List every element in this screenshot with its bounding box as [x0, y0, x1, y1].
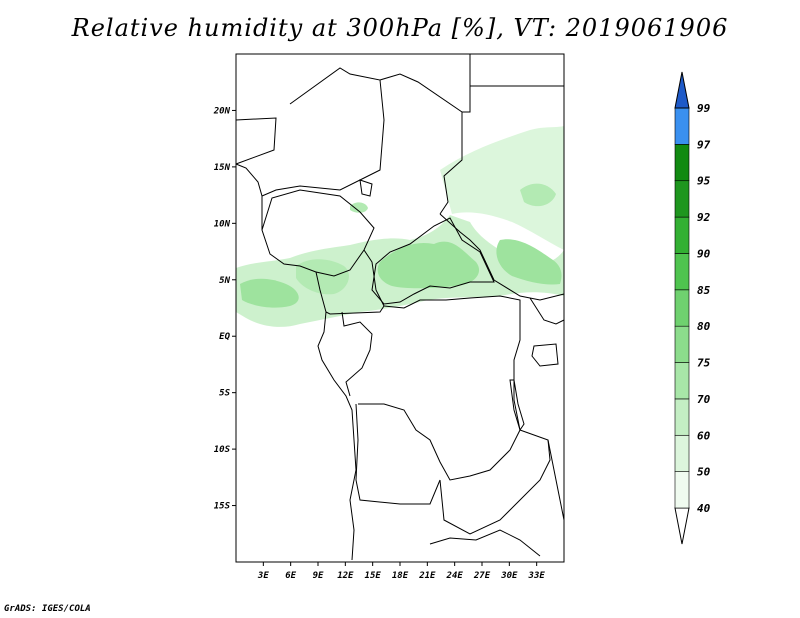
- colorbar-swatch: [674, 107, 690, 145]
- colorbar-swatch: [674, 471, 690, 509]
- humidity-area-sahel-upper: [440, 126, 564, 250]
- colorbar-label: 75: [697, 357, 711, 370]
- border-sahara-2: [261, 67, 385, 197]
- lat-tick-label: 10N: [214, 219, 231, 229]
- lat-tick-label: EQ: [219, 332, 230, 342]
- colorbar-upper-triangle: [674, 71, 690, 109]
- lat-axis: 20N 15N 10N 5N EQ 5S 10S 15S: [213, 106, 236, 512]
- colorbar-lower-triangle: [674, 507, 690, 545]
- humidity-shading: [236, 126, 564, 327]
- colorbar-swatch: [674, 325, 690, 363]
- lake-tanganyika: [509, 379, 525, 432]
- colorbar-swatch: [674, 180, 690, 218]
- boundaries: [235, 54, 565, 561]
- lat-tick-label: 10S: [214, 445, 231, 455]
- map-panel: 3E 6E 9E 12E 15E 18E 21E 24E 27E 30E 33E 20N 15N 10N…: [213, 53, 565, 581]
- border-nigeria: [261, 189, 375, 277]
- lon-tick-label: 9E: [313, 571, 324, 581]
- border-chad-east: [439, 213, 565, 301]
- colorbar-swatch: [674, 253, 690, 291]
- colorbar-swatch: [674, 216, 690, 254]
- border-south: [429, 529, 541, 557]
- border-car: [371, 217, 495, 305]
- lon-tick-label: 12E: [337, 571, 354, 581]
- border-egypt-north: [462, 54, 471, 113]
- lon-tick-label: 3E: [257, 571, 269, 581]
- lon-tick-label: 6E: [285, 571, 296, 581]
- lon-tick-label: 15E: [365, 571, 382, 581]
- lat-tick-label: 20N: [213, 106, 231, 116]
- colorbar-label: 40: [697, 502, 711, 515]
- colorbar-label: 92: [697, 211, 711, 224]
- humidity-area-blob-east-upper: [520, 183, 556, 207]
- colorbar-swatch: [674, 289, 690, 327]
- lon-axis: 3E 6E 9E 12E 15E 18E 21E 24E 27E 30E 33E: [257, 562, 545, 581]
- lat-tick-label: 15N: [214, 163, 231, 173]
- humidity-area-core-central: [377, 241, 480, 289]
- border-zambia: [439, 429, 551, 535]
- lake-chad: [359, 179, 373, 197]
- border-east-1: [529, 297, 565, 325]
- border-sahara-1: [235, 117, 277, 165]
- humidity-area-core-coast: [240, 278, 299, 308]
- colorbar-label: 97: [697, 138, 711, 151]
- humidity-area-core-east: [496, 239, 562, 285]
- colorbar-label: 85: [697, 284, 711, 297]
- colorbar-label: 90: [697, 247, 711, 260]
- colorbar-swatch: [674, 434, 690, 472]
- lon-tick-label: 18E: [392, 571, 409, 581]
- lake-victoria: [531, 343, 559, 367]
- colorbar: 40 50 60 70 75 80 85 90 92 95 97 99: [674, 71, 711, 545]
- border-angola: [355, 403, 441, 505]
- colorbar-label: 60: [697, 429, 711, 442]
- lon-tick-label: 27E: [473, 571, 491, 581]
- coastline-west: [235, 163, 357, 561]
- colorbar-label: 80: [697, 320, 711, 333]
- map-title: Relative humidity at 300hPa [%], VT: 201…: [71, 14, 729, 42]
- colorbar-swatch: [674, 144, 690, 182]
- border-libya-egypt: [379, 73, 463, 215]
- colorbar-swatch: [674, 362, 690, 400]
- colorbar-label: 70: [697, 393, 711, 406]
- colorbar-label: 50: [697, 466, 711, 479]
- lon-tick-label: 33E: [528, 571, 546, 581]
- border-east-2: [547, 439, 565, 521]
- lon-tick-label: 24E: [446, 571, 464, 581]
- credit-label: GrADS: IGES/COLA: [4, 604, 91, 614]
- humidity-area-core-cameroon: [296, 259, 349, 295]
- lat-tick-label: 15S: [214, 502, 231, 512]
- lat-tick-label: 5N: [219, 276, 230, 286]
- colorbar-label: 95: [697, 175, 711, 188]
- colorbar-label: 99: [697, 102, 711, 115]
- border-congo: [341, 311, 373, 397]
- lon-tick-label: 21E: [418, 571, 436, 581]
- humidity-area-blob-north: [350, 202, 368, 213]
- lon-tick-label: 30E: [500, 571, 518, 581]
- colorbar-swatch: [674, 398, 690, 436]
- lat-tick-label: 5S: [219, 389, 230, 399]
